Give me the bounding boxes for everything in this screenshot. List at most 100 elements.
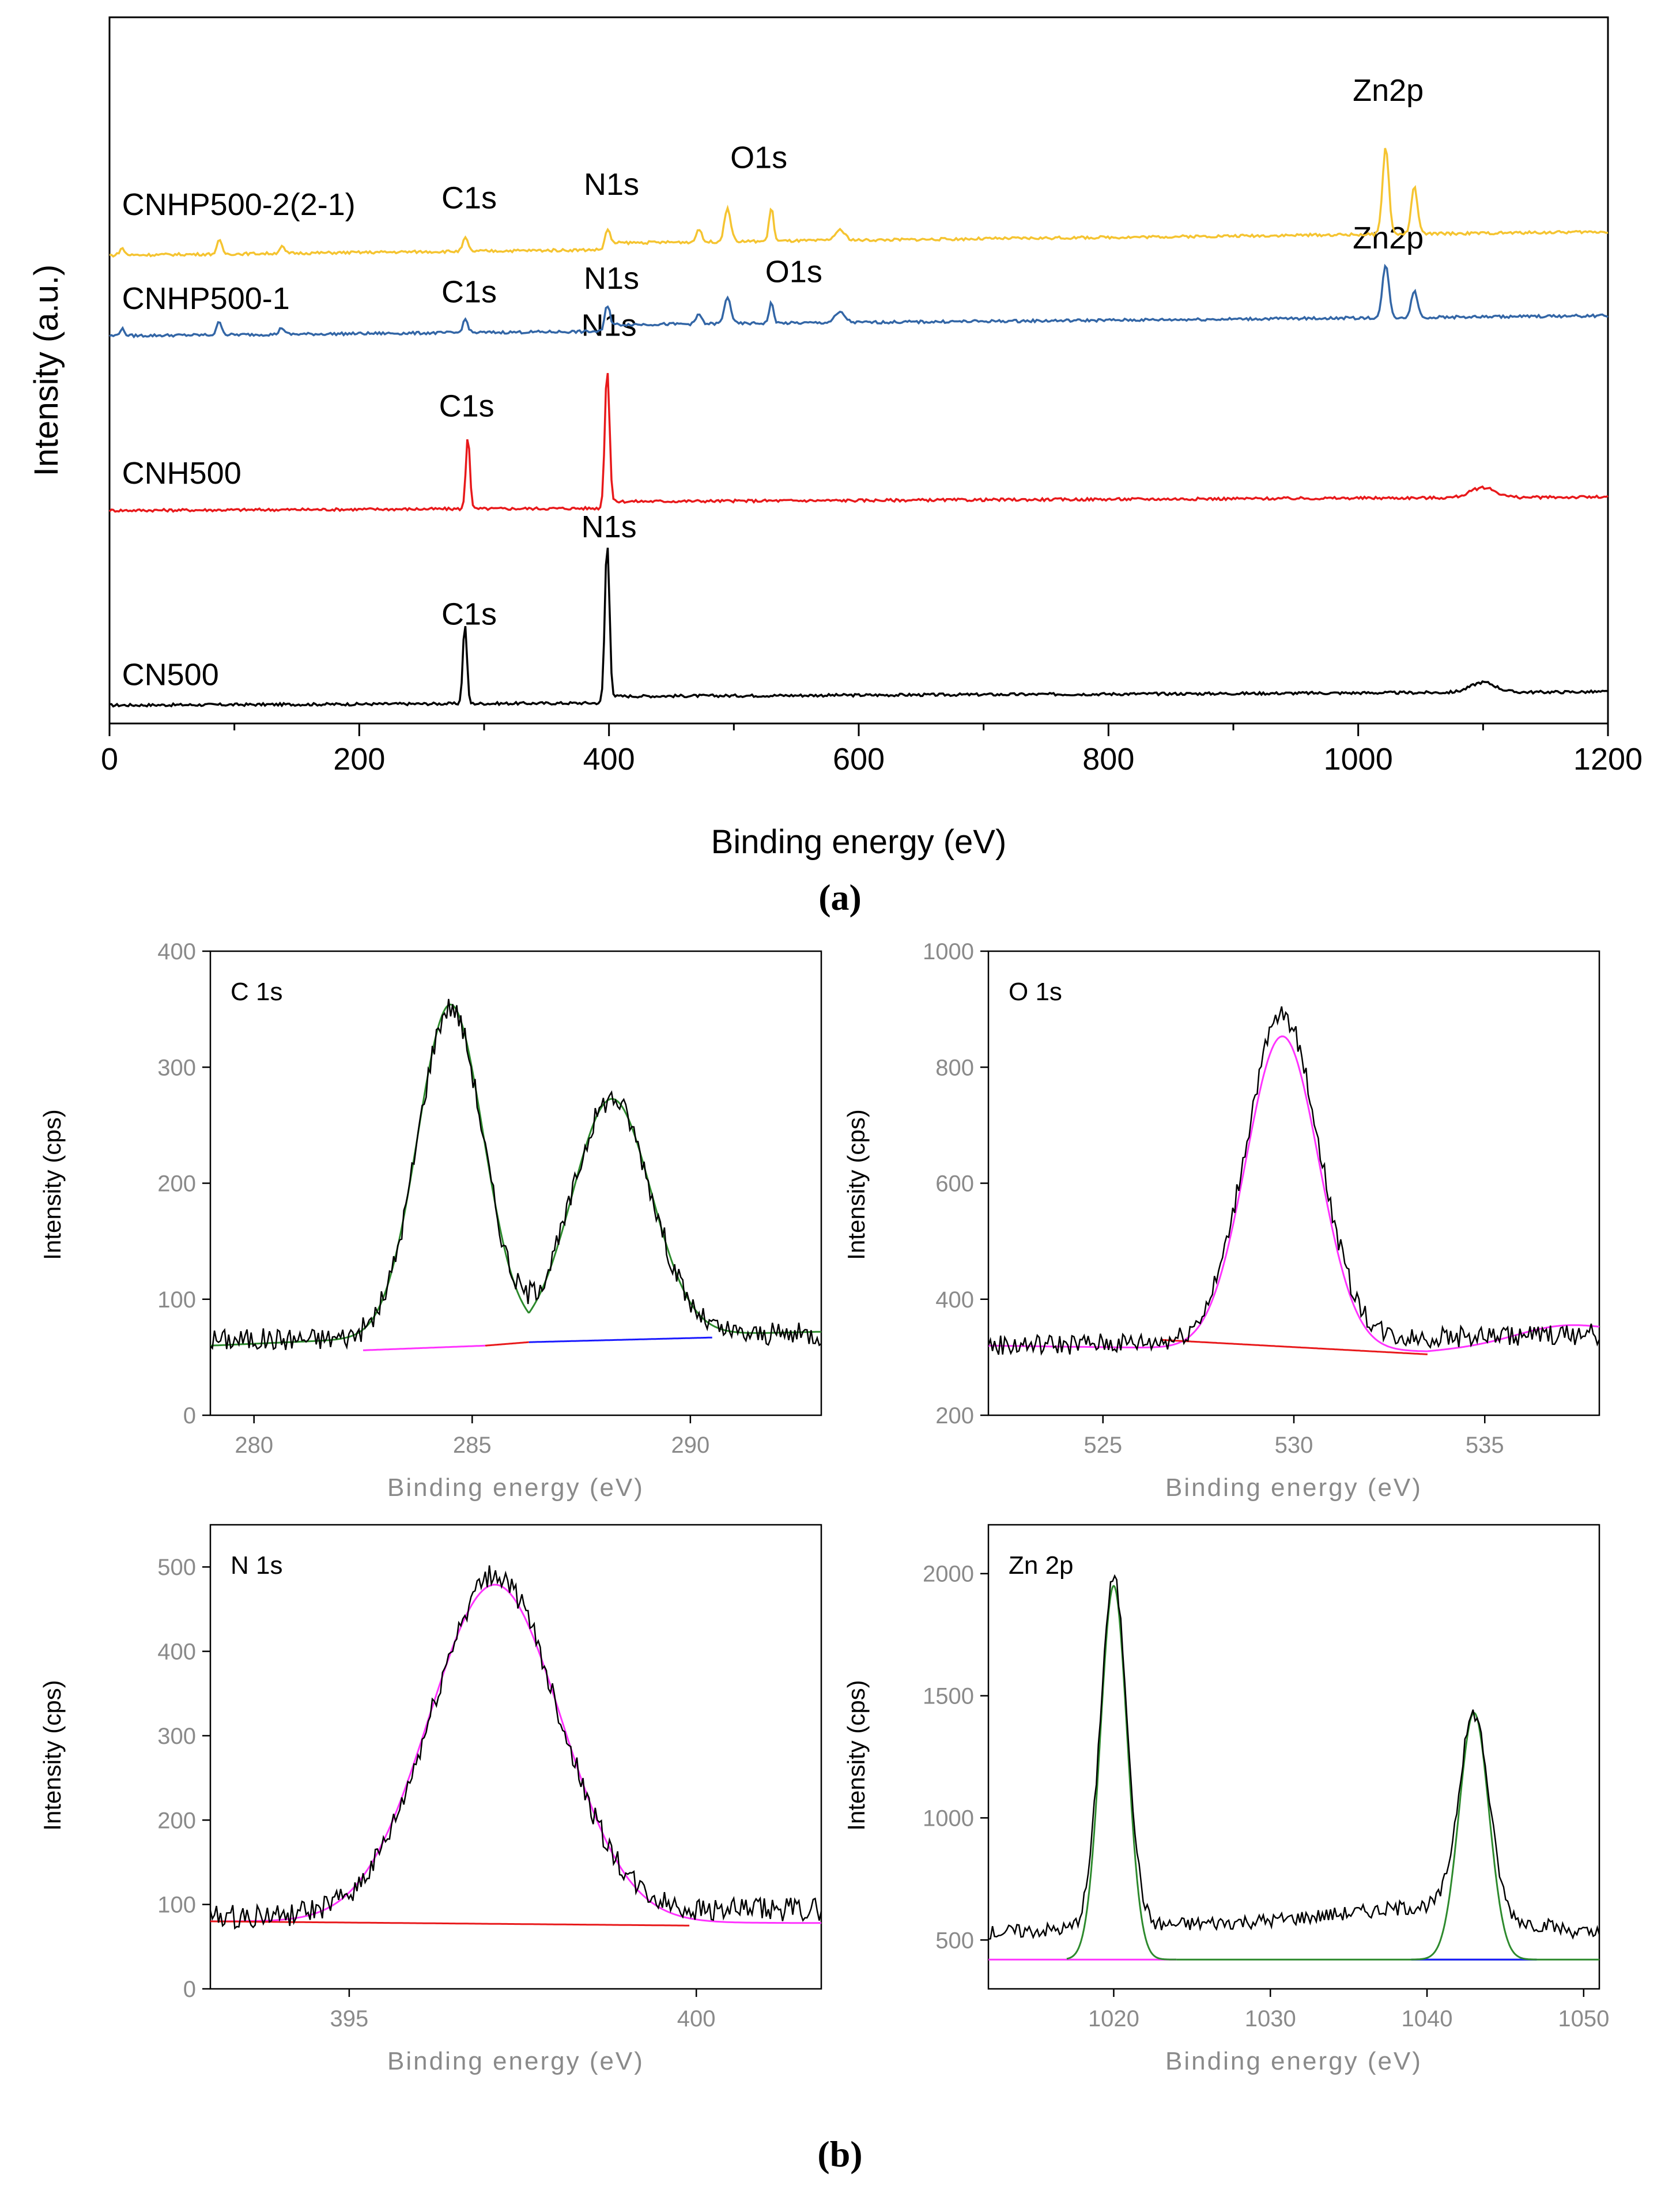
x-tick-label: 290: [671, 1433, 709, 1458]
annotation: N1s: [582, 308, 637, 343]
fit-curve: [210, 1003, 530, 1347]
fit-curve: [210, 1920, 690, 1927]
fit-curve: [485, 1341, 529, 1347]
panel-label: O 1s: [1009, 978, 1062, 1006]
annotation: O1s: [765, 254, 822, 289]
y-tick-label: 200: [157, 1171, 196, 1197]
annotation: O1s: [730, 140, 787, 175]
survey-chart: 0 200 400 600 800 1000 1200 Binding energy (eV)…: [28, 16, 1643, 861]
plot-frame: [108, 16, 1609, 725]
x-tick-label: 600: [833, 742, 885, 777]
annotation: C1s: [441, 274, 497, 309]
y-tick-label: 400: [935, 1287, 974, 1313]
x-tick-label: 1050: [1558, 2006, 1609, 2032]
y-axis-label: Intensity (a.u.): [28, 265, 65, 476]
panel-a-caption: (a): [818, 877, 862, 918]
plot-frame: [209, 950, 822, 1416]
y-axis-label: Intensity (cps): [843, 1109, 870, 1260]
n1s-chart: 395 400 0 100 200 300 400 500 Binding energy (eV…: [39, 1524, 822, 2075]
y-axis-label: Intensity (cps): [39, 1680, 66, 1830]
y-tick-label: 400: [157, 1640, 196, 1665]
c1s-chart: 280 285 290 0 100 200 300 400 Binding energy (eV…: [39, 939, 822, 1502]
y-tick-label: 1000: [923, 939, 974, 964]
annotation: Zn2p: [1353, 221, 1424, 255]
series-line-CNHP500-1: [109, 263, 1609, 339]
o1s-chart: 525 530 535 200 400 600 800 1000 Binding energy …: [843, 939, 1600, 1502]
y-tick-label: 100: [157, 1287, 196, 1313]
annotation: C1s: [441, 597, 497, 632]
fit-curve: [1411, 1712, 1537, 1961]
annotation: N1s: [584, 261, 639, 296]
y-axis-label: Intensity (cps): [843, 1680, 870, 1830]
y-tick-label: 200: [935, 1403, 974, 1429]
x-tick-label: 535: [1466, 1433, 1504, 1458]
raw-spectrum-line: [210, 998, 822, 1351]
fit-curve: [1160, 1339, 1428, 1355]
series-line-CNHP500-2(2-1): [109, 148, 1609, 258]
x-axis-label: Binding energy (eV): [711, 823, 1007, 861]
x-tick-label: 395: [330, 2006, 369, 2032]
x-tick-label: 1000: [1324, 742, 1393, 777]
y-tick-label: 300: [157, 1724, 196, 1749]
plot-frame: [987, 1524, 1600, 1990]
raw-spectrum-line: [988, 1574, 1600, 1940]
x-tick-label: 1040: [1402, 2006, 1453, 2032]
x-tick-label: 280: [235, 1433, 273, 1458]
fit-curve: [363, 1344, 485, 1351]
y-tick-label: 500: [935, 1928, 974, 1953]
panel-label: N 1s: [231, 1551, 282, 1580]
series-line-CNH500: [108, 372, 1609, 513]
plot-frame: [987, 950, 1600, 1416]
plot-frame: [209, 1524, 822, 1990]
x-tick-label: 1030: [1245, 2006, 1296, 2032]
zn2p-chart: 1020 1030 1040 1050 500 1000 1500 2000 Binding e…: [843, 1524, 1609, 2075]
y-tick-label: 0: [183, 1403, 196, 1429]
y-tick-label: 800: [935, 1055, 974, 1080]
y-tick-label: 500: [157, 1555, 196, 1580]
x-axis-label: Binding energy (eV): [1165, 1473, 1422, 1502]
x-tick-label: 200: [333, 742, 385, 777]
x-tick-label: 1200: [1573, 742, 1643, 777]
x-axis-label: Binding energy (eV): [387, 2047, 644, 2075]
x-tick-label: 525: [1083, 1433, 1122, 1458]
y-tick-label: 1500: [923, 1684, 974, 1709]
y-tick-label: 2000: [923, 1562, 974, 1587]
x-tick-label: 400: [583, 742, 635, 777]
x-axis-label: Binding energy (eV): [387, 1473, 644, 1502]
fit-curve: [1066, 1585, 1177, 1961]
x-tick-label: 285: [453, 1433, 492, 1458]
panel-b-caption: (b): [817, 2134, 863, 2174]
annotation: CNHP500-1: [122, 281, 290, 316]
y-tick-label: 300: [157, 1055, 196, 1080]
x-tick-label: 0: [101, 742, 118, 777]
fit-curve: [528, 1098, 822, 1334]
fit-curve: [528, 1336, 712, 1343]
annotation: CN500: [122, 657, 219, 692]
y-tick-label: 600: [935, 1171, 974, 1197]
annotation: C1s: [441, 180, 497, 215]
annotation: Zn2p: [1353, 73, 1424, 108]
y-tick-label: 100: [157, 1893, 196, 1918]
panel-label: Zn 2p: [1009, 1551, 1074, 1580]
x-tick-label: 400: [677, 2006, 716, 2032]
y-tick-label: 400: [157, 939, 196, 964]
annotation: N1s: [582, 510, 637, 544]
x-axis-label: Binding energy (eV): [1165, 2047, 1422, 2075]
y-tick-label: 200: [157, 1808, 196, 1833]
y-tick-label: 0: [183, 1977, 196, 2002]
fit-curve: [210, 1584, 821, 1924]
x-tick-label: 1020: [1088, 2006, 1139, 2032]
annotation: N1s: [584, 167, 639, 202]
annotation: C1s: [439, 389, 494, 423]
y-axis-label: Intensity (cps): [39, 1109, 66, 1260]
x-tick-label: 800: [1082, 742, 1134, 777]
raw-spectrum-line: [209, 1565, 822, 1930]
series-line-CN500: [109, 548, 1609, 708]
y-tick-label: 1000: [923, 1806, 974, 1831]
annotation: CNHP500-2(2-1): [122, 187, 356, 222]
x-tick-label: 530: [1275, 1433, 1313, 1458]
annotation: CNH500: [122, 456, 241, 491]
raw-spectrum-line: [987, 1006, 1600, 1356]
panel-label: C 1s: [231, 978, 282, 1006]
